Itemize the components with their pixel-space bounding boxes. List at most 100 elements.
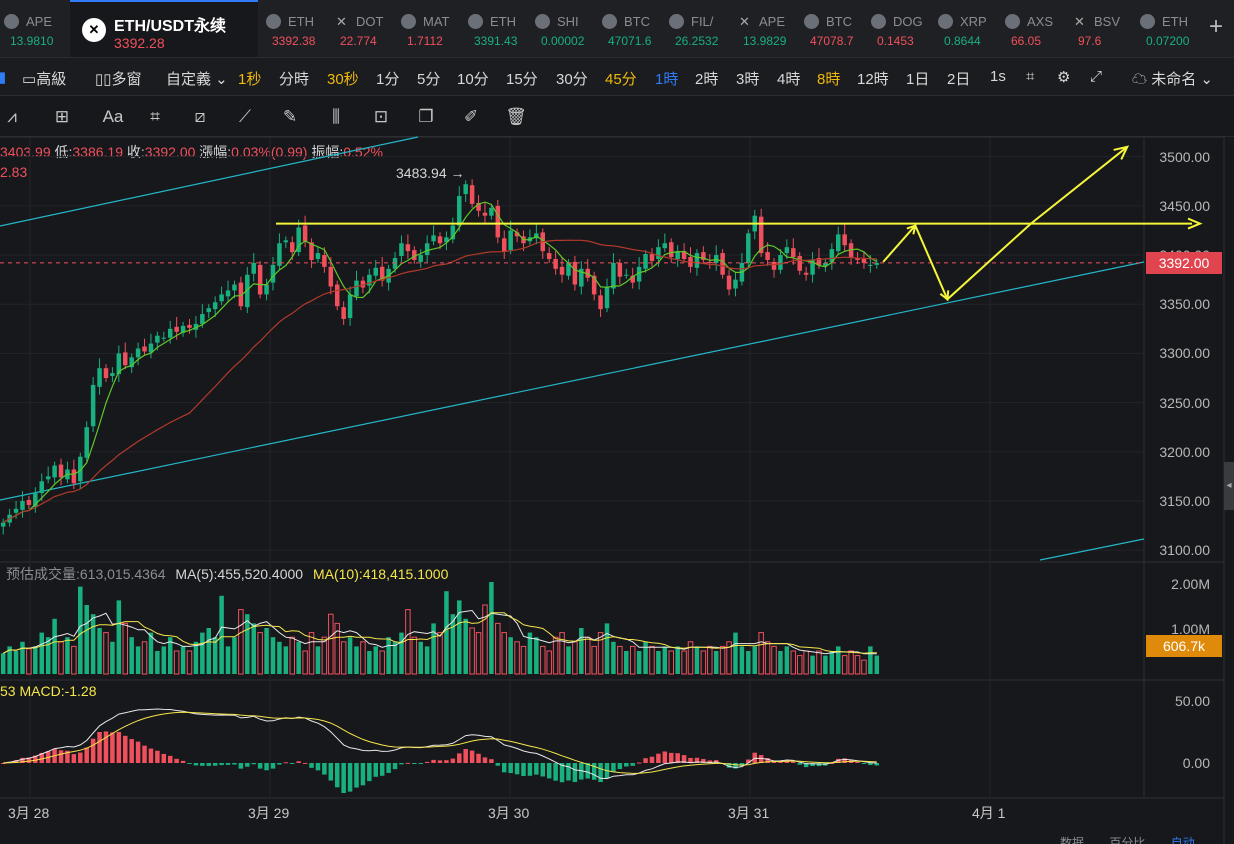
ticker-item[interactable]: MAT 1.7112 xyxy=(397,0,459,57)
text-tool-icon[interactable]: Aa xyxy=(98,105,128,129)
interval-option[interactable]: 1秒 xyxy=(238,71,262,88)
candle-body xyxy=(559,266,565,275)
ticker-item[interactable]: SHI 0.00002 xyxy=(531,0,593,57)
ticker-name: ETH xyxy=(490,14,516,29)
ticker-item[interactable]: BTC 47071.6 xyxy=(598,0,660,57)
volume-bar xyxy=(367,651,372,674)
layout-name-dropdown[interactable]: ☁ 未命名 ⌄ xyxy=(1132,68,1213,89)
interval-option[interactable]: 10分 xyxy=(457,71,489,88)
multi-window-button[interactable]: ▯▯多窗 xyxy=(95,68,142,89)
ticker-item[interactable]: ETH 0.07200 xyxy=(1136,0,1198,57)
ticker-item[interactable]: BTC 47078.7 xyxy=(800,0,862,57)
candle-body xyxy=(540,232,546,252)
macd-histogram-bar xyxy=(643,758,648,763)
settings-gear-icon[interactable]: ⚙ xyxy=(1057,69,1071,86)
candle-body xyxy=(71,469,77,484)
macd-histogram-bar xyxy=(45,751,51,763)
volume-bar xyxy=(579,628,584,674)
active-symbol-tab[interactable]: ✕ ETH/USDT永续 3392.28 xyxy=(70,0,258,57)
interval-option[interactable]: 8時 xyxy=(817,71,841,88)
macd-histogram-bar xyxy=(758,755,764,763)
price-axis-label: 3450.00 xyxy=(1159,197,1210,214)
ticker-name: DOG xyxy=(893,14,923,29)
add-tab-button[interactable]: + xyxy=(1204,15,1228,40)
interval-option[interactable]: 15分 xyxy=(506,71,538,88)
candle-body xyxy=(598,295,603,310)
ticker-item[interactable]: ✕ DOT 22.774 xyxy=(330,0,392,57)
ticker-item[interactable]: APE 13.9810 xyxy=(0,0,62,57)
volume-bar xyxy=(45,637,51,674)
fullscreen-icon[interactable]: ⤢ xyxy=(1090,68,1103,85)
candle-body xyxy=(212,302,218,310)
macd-histogram-bar xyxy=(354,763,359,788)
candle-body xyxy=(187,324,192,328)
interval-option[interactable]: 30分 xyxy=(556,71,588,88)
volume-bar xyxy=(135,646,141,674)
text-tool-label: Aa xyxy=(102,107,124,126)
fib-tool-icon[interactable]: ⌗ xyxy=(150,107,160,126)
candle-body xyxy=(328,266,334,287)
interval-option[interactable]: 1時 xyxy=(655,71,679,88)
ticker-item[interactable]: FIL/26.2532 xyxy=(665,0,727,57)
measure-tool-icon[interactable]: ⊞ xyxy=(54,107,70,126)
price-axis-label: 3200.00 xyxy=(1159,443,1210,460)
volume-bar xyxy=(668,650,674,675)
brush-tool-icon[interactable]: ✎ xyxy=(282,107,298,126)
ticker-item[interactable]: ETH 3391.43 xyxy=(464,0,526,57)
copy-tool-icon[interactable]: ❐ xyxy=(418,107,434,126)
macd-histogram-bar xyxy=(585,763,590,779)
candle-body xyxy=(553,258,558,269)
auto-toggle[interactable]: 自动 xyxy=(1170,836,1195,844)
ruler-tool-icon[interactable]: ⟋ xyxy=(239,107,251,126)
ticker-name: BTC xyxy=(826,14,852,29)
interval-option[interactable]: 分時 xyxy=(279,71,310,88)
volume-bar xyxy=(264,628,269,674)
coin-icon xyxy=(602,14,617,29)
edit-tool-icon[interactable]: ✐ xyxy=(463,107,479,126)
amplitude-label: 振幅: xyxy=(311,144,344,160)
custom-interval-dropdown[interactable]: 自定義 ⌄ xyxy=(166,68,228,89)
ticker-item[interactable]: ETH 3392.38 xyxy=(262,0,324,57)
advanced-button[interactable]: ▭高級 xyxy=(22,68,66,89)
interval-option[interactable]: 12時 xyxy=(857,71,889,88)
candles-tool-icon[interactable]: ⫼ xyxy=(332,107,340,126)
macd-histogram-bar xyxy=(367,763,372,782)
interval-option[interactable]: 5分 xyxy=(417,71,441,88)
interval-option[interactable]: 1日 xyxy=(906,71,930,88)
interval-option[interactable]: 2日 xyxy=(947,71,971,88)
volume-bar xyxy=(450,614,456,674)
interval-option[interactable]: 4時 xyxy=(777,71,801,88)
interval-option[interactable]: 1分 xyxy=(376,71,400,88)
interval-option[interactable]: 45分 xyxy=(605,71,637,88)
ticker-item[interactable]: ✕ APE 13.9829 xyxy=(733,0,795,57)
ticker-item[interactable]: DOG 0.1453 xyxy=(867,0,929,57)
ticker-item[interactable]: AXS 66.05 xyxy=(1001,0,1063,57)
amplitude-value: 0.52% xyxy=(343,144,383,160)
wave-tool-icon[interactable]: ⩘ xyxy=(7,107,17,126)
ticker-item[interactable]: ✕ BSV 97.6 xyxy=(1068,0,1130,57)
interval-option[interactable]: 2時 xyxy=(695,71,719,88)
channel-tool-icon[interactable]: ⧄ xyxy=(194,107,206,126)
volume-bar xyxy=(707,645,713,675)
data-toggle[interactable]: 数据 xyxy=(1060,836,1085,844)
delete-tool-icon[interactable]: 🗑 xyxy=(505,107,527,126)
interval-option[interactable]: 30秒 xyxy=(327,71,359,88)
coin-icon xyxy=(938,14,953,29)
collapse-panel-handle[interactable]: ◂ xyxy=(1224,462,1234,510)
percent-toggle[interactable]: 百分比 xyxy=(1109,836,1146,844)
low-value: 3386.19 xyxy=(72,144,123,160)
crop-icon[interactable]: ⌗ xyxy=(1026,68,1035,85)
macd-histogram-bar xyxy=(257,763,263,769)
volume-bar xyxy=(186,650,193,675)
lock-tool-icon[interactable]: ⊡ xyxy=(373,107,389,126)
ticker-item[interactable]: XRP 0.8644 xyxy=(934,0,996,57)
volume-bar xyxy=(78,586,83,674)
interval-option[interactable]: 3時 xyxy=(736,71,760,88)
candle-body xyxy=(784,247,790,254)
candle-body xyxy=(636,266,642,282)
ticker-name: SHI xyxy=(557,14,579,29)
volume-bar xyxy=(52,618,57,674)
volume-bar xyxy=(399,632,404,674)
ticker-price: 0.00002 xyxy=(541,34,585,48)
interval-option[interactable]: 1s xyxy=(990,68,1006,85)
